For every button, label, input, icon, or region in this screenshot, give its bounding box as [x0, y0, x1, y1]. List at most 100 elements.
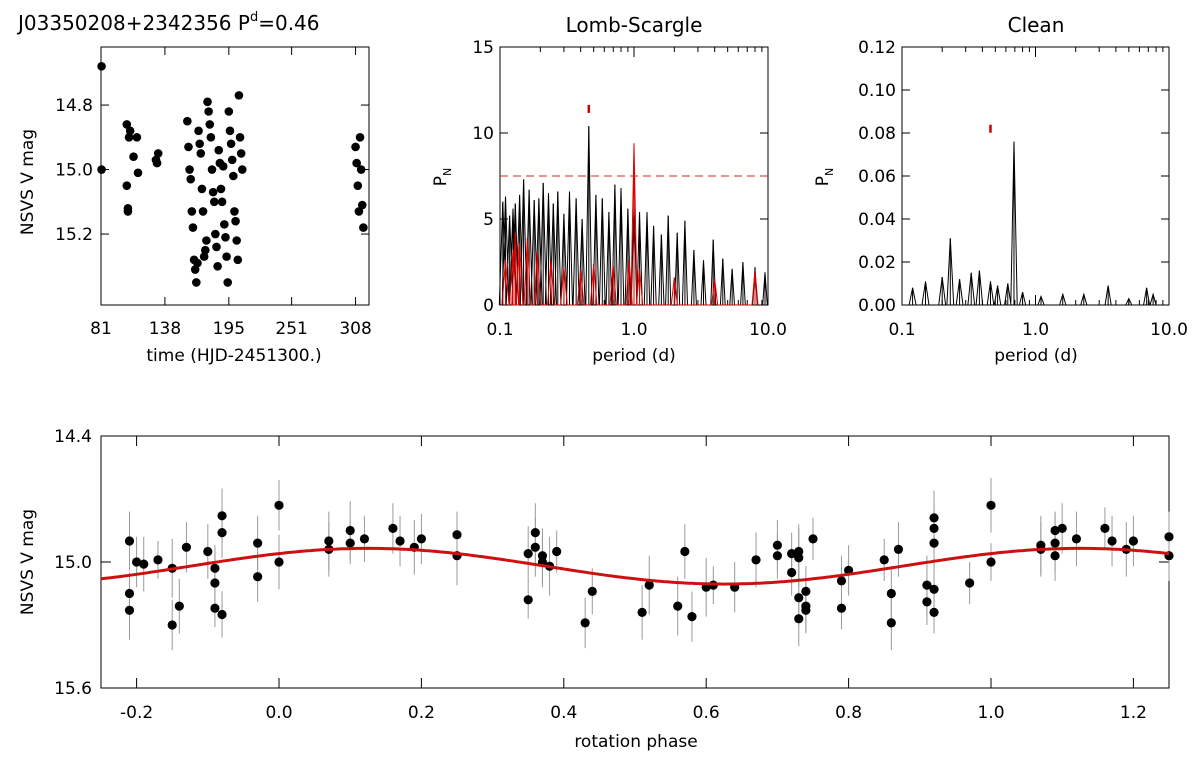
- phased-point: [787, 549, 797, 559]
- lomb-scargle-series: [498, 126, 768, 306]
- lightcurve-point: [356, 165, 366, 174]
- lightcurve-point: [97, 62, 106, 71]
- phased-point: [217, 511, 227, 521]
- panel-phased: -0.2 0.0 0.2 0.4 0.6 0.8 1.0 1.2 14.4 15.0 15.6 r…: [18, 427, 1174, 752]
- lightcurve-point: [202, 236, 211, 245]
- phased-xtick-label: 0.0: [265, 703, 292, 723]
- lightcurve-point: [153, 149, 163, 158]
- phased-point: [124, 605, 135, 615]
- lightcurve-point: [183, 116, 192, 126]
- phased-point: [174, 601, 184, 611]
- lomb-scargle-xtick-label: 1.0: [620, 320, 647, 340]
- lightcurve-xtick-label: 81: [90, 319, 112, 339]
- panel-clean: Clean 0.1 1.0 10.0 0.000.020.040.060.080.1…: [813, 13, 1188, 366]
- clean-xtick-label: 0.1: [888, 320, 915, 340]
- phased-point: [324, 536, 334, 546]
- lomb-scargle-yticks: 0 5 10 15: [472, 38, 768, 316]
- phased-point: [929, 523, 939, 534]
- lightcurve-point: [234, 91, 244, 100]
- lightcurve-point: [207, 165, 217, 174]
- panel-lomb-scargle: Lomb-Scargle 0.1 1.0 10.0 0 5 10 15 period (d…: [431, 13, 787, 366]
- lightcurve-point: [129, 152, 138, 161]
- phased-xtick-label: 1.2: [1120, 703, 1147, 723]
- lightcurve-point: [123, 207, 133, 216]
- phased-point: [395, 536, 405, 546]
- lightcurve-plot-frame: [100, 46, 370, 306]
- lomb-scargle-xtick-label: 0.1: [486, 320, 513, 340]
- lightcurve-x-axis-title: time (HJD-2451300.): [146, 346, 321, 366]
- phased-point: [537, 551, 548, 561]
- phased-point: [929, 607, 939, 618]
- clean-ytick-label: 0.08: [858, 124, 896, 144]
- lightcurve-xtick-label: 195: [213, 319, 245, 339]
- lightcurve-point: [216, 184, 226, 194]
- lightcurve-point: [225, 126, 235, 136]
- lightcurve-point: [233, 255, 243, 265]
- lightcurve-point: [198, 207, 208, 216]
- phased-point: [210, 563, 220, 573]
- phased-point: [772, 551, 783, 561]
- lightcurve-point: [186, 174, 196, 184]
- phased-point: [644, 580, 654, 590]
- phased-point: [181, 542, 192, 552]
- lightcurve-point: [357, 200, 367, 210]
- clean-series: [908, 141, 1157, 306]
- clean-y-axis-title: PN: [813, 168, 836, 187]
- phased-model-curve: [100, 546, 1170, 586]
- phased-point: [1050, 525, 1060, 536]
- lightcurve-point: [122, 181, 132, 190]
- lightcurve-point: [203, 97, 212, 107]
- phased-point: [1050, 551, 1060, 561]
- lightcurve-point: [209, 197, 219, 207]
- phased-xticks: -0.2 0.0 0.2 0.4 0.6 0.8 1.0 1.2: [120, 436, 1147, 723]
- lightcurve-point: [223, 278, 233, 287]
- phased-ytick-label: 15.0: [54, 553, 92, 573]
- lomb-scargle-ytick-label: 5: [483, 210, 494, 230]
- lightcurve-point: [237, 165, 247, 174]
- lightcurve-point: [220, 220, 229, 229]
- phased-point: [687, 612, 697, 622]
- lightcurve-ytick-label: 15.0: [55, 161, 93, 181]
- lightcurve-point: [205, 120, 215, 129]
- lightcurve-point: [211, 229, 220, 239]
- lightcurve-point: [212, 242, 221, 252]
- phased-point: [139, 559, 149, 569]
- lightcurve-point: [192, 278, 201, 287]
- phased-point: [523, 549, 533, 559]
- lightcurve-point: [221, 232, 230, 242]
- phased-ytick-label: 14.4: [54, 427, 92, 447]
- lomb-scargle-title: Lomb-Scargle: [566, 13, 703, 37]
- phased-point: [986, 557, 996, 567]
- clean-ytick-label: 0.10: [858, 81, 896, 101]
- lightcurve-point: [152, 158, 162, 168]
- phased-point: [922, 597, 932, 607]
- lomb-scargle-xtick-label: 10.0: [749, 320, 787, 340]
- phased-y-axis-title: NSVS V mag: [18, 509, 38, 615]
- lightcurve-y-axis-title: NSVS V mag: [18, 129, 38, 235]
- clean-ytick-label: 0.06: [858, 167, 896, 187]
- phased-xtick-label: 0.6: [693, 703, 720, 723]
- clean-xtick-label: 1.0: [1022, 320, 1049, 340]
- phased-point: [523, 595, 533, 605]
- phased-point: [801, 586, 811, 597]
- lightcurve-point: [206, 133, 216, 142]
- lightcurve-point: [199, 252, 209, 261]
- lightcurve-point: [232, 236, 241, 245]
- clean-ytick-label: 0.12: [858, 38, 896, 58]
- clean-series-0: [908, 141, 1157, 306]
- phased-point: [416, 534, 426, 544]
- lightcurve-point: [125, 126, 135, 136]
- phased-ytick-label: 15.6: [54, 679, 92, 699]
- phased-point: [1050, 538, 1060, 548]
- phased-point: [345, 525, 355, 536]
- phased-xtick-label: -0.2: [120, 703, 153, 723]
- lightcurve-point: [217, 197, 227, 207]
- phased-point: [772, 540, 783, 550]
- lightcurve-ytick-label: 14.8: [55, 96, 93, 116]
- phased-point: [637, 607, 647, 618]
- phased-point: [836, 603, 847, 613]
- phased-xtick-label: 0.2: [408, 703, 435, 723]
- lightcurve-point: [222, 252, 231, 261]
- phased-point: [794, 546, 804, 557]
